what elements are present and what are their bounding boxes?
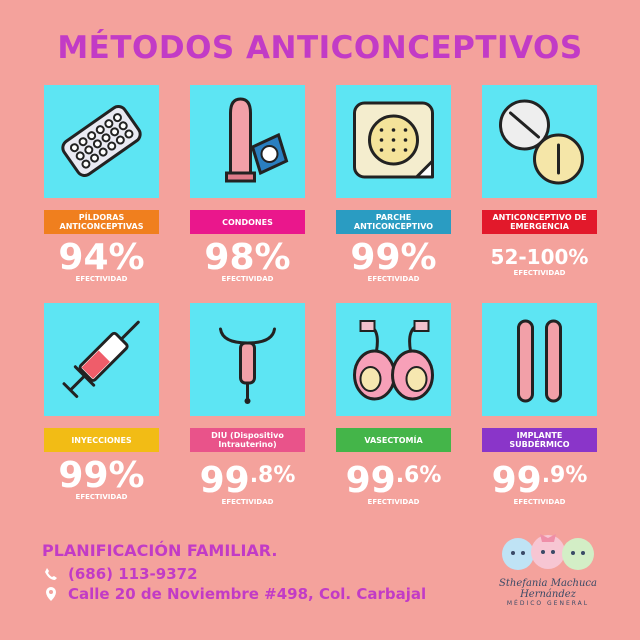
logo-name: Sthefania Machuca Hernández [499,578,597,600]
title: MÉTODOS ANTICONCEPTIVOS [57,30,583,66]
method-effectiveness: 99.9% [482,456,597,501]
method-card: INYECCIONES 99% EFECTIVIDAD [44,303,159,501]
icon [61,105,142,177]
method-label: PARCHE ANTICONCEPTIVO [336,210,451,234]
pin-icon [46,587,56,601]
effectiveness-caption: EFECTIVIDAD [367,498,420,506]
method-label: ANTICONCEPTIVO DE EMERGENCIA [482,210,597,234]
method-effectiveness: 98% [190,238,305,278]
effectiveness-value: 99 [345,460,396,501]
method-card: CONDONES 98% EFECTIVIDAD [190,85,305,283]
method-label: CONDONES [190,210,305,234]
method-label: IMPLANTE SUBDÉRMICO [482,428,597,452]
method-icon [482,85,597,198]
phone: (686) 113-9372 [68,565,198,583]
effectiveness-value: 99% [350,237,437,278]
method-card: IMPLANTE SUBDÉRMICO 99.9% EFECTIVIDAD [482,303,597,506]
method-icon [336,303,451,416]
effectiveness-value: 99 [491,460,542,501]
effectiveness-value: 99% [58,455,145,496]
phone-icon [45,568,57,580]
method-icon [44,85,159,198]
effectiveness-caption: EFECTIVIDAD [75,275,128,283]
icon [499,99,584,185]
effectiveness-decimal: .9% [541,463,588,488]
method-label: DIU (Dispositivo Intrauterino) [190,428,305,452]
effectiveness-decimal: .8% [249,463,296,488]
method-icon [190,303,305,416]
method-card: PARCHE ANTICONCEPTIVO 99% EFECTIVIDAD [336,85,451,283]
effectiveness-caption: EFECTIVIDAD [513,269,566,277]
method-label: PÍLDORAS ANTICONCEPTIVAS [44,210,159,234]
address-line: Calle 20 de Noviembre #498, Col. Carbaja… [44,585,426,603]
method-effectiveness: 52-100% [482,242,597,272]
effectiveness-caption: EFECTIVIDAD [513,498,566,506]
method-effectiveness: 99.6% [336,456,451,501]
icon [517,319,562,403]
icon [353,101,434,179]
method-effectiveness: 99% [44,456,159,496]
method-card: ANTICONCEPTIVO DE EMERGENCIA 52-100% EFECT… [482,85,597,277]
method-icon [44,303,159,416]
icon [219,327,276,404]
phone-line: (686) 113-9372 [44,565,198,583]
method-icon [482,303,597,416]
logo-faces [502,534,594,570]
icon [353,320,434,401]
effectiveness-caption: EFECTIVIDAD [367,275,420,283]
logo-role: MÉDICO GENERAL [506,600,590,607]
effectiveness-value: 99 [199,460,250,501]
method-card: DIU (Dispositivo Intrauterino) 99.8% EFECT… [190,303,305,506]
icon [225,97,289,183]
method-icon [336,85,451,198]
effectiveness-value: 98% [204,237,291,278]
icon [62,320,140,398]
method-label: VASECTOMÍA [336,428,451,452]
address: Calle 20 de Noviembre #498, Col. Carbaja… [68,585,427,603]
effectiveness-decimal: .6% [395,463,442,488]
logo: Sthefania Machuca Hernández MÉDICO GENER… [478,526,618,607]
method-card: PÍLDORAS ANTICONCEPTIVAS 94% EFECTIVIDAD [44,85,159,283]
method-icon [190,85,305,198]
method-effectiveness: 99.8% [190,456,305,501]
method-effectiveness: 94% [44,238,159,278]
effectiveness-value: 52-100% [490,245,589,269]
effectiveness-caption: EFECTIVIDAD [221,275,274,283]
method-card: VASECTOMÍA 99.6% EFECTIVIDAD [336,303,451,506]
footer-heading: PLANIFICACIÓN FAMILIAR. [42,541,278,560]
method-effectiveness: 99% [336,238,451,278]
effectiveness-caption: EFECTIVIDAD [221,498,274,506]
method-label: INYECCIONES [44,428,159,452]
effectiveness-value: 94% [58,237,145,278]
effectiveness-caption: EFECTIVIDAD [75,493,128,501]
